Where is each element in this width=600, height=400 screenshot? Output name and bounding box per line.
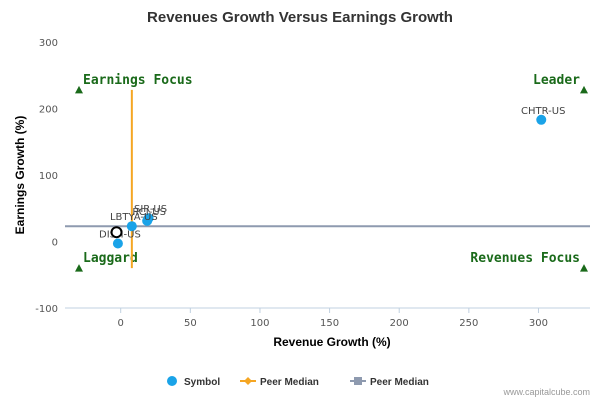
legend-label: Peer Median: [260, 377, 319, 388]
x-tick-label: 100: [250, 318, 269, 329]
data-point-label: RCI-US: [132, 207, 166, 218]
quadrant-label-laggard: Laggard: [83, 251, 138, 266]
x-tick-label: 300: [529, 318, 548, 329]
data-point: [112, 238, 123, 249]
quadrant-labels: Earnings Focus Leader Laggard Revenues Focu…: [75, 73, 588, 272]
y-tick-label: 200: [39, 105, 58, 116]
legend-label: Symbol: [184, 377, 220, 388]
peer-median-lines: [65, 89, 590, 269]
axis-ticks: 0 50 100 150 200 250 300 -100 0 100 200 300: [35, 38, 548, 329]
quadrant-label-earnings-focus: Earnings Focus: [83, 73, 193, 88]
quadrant-marker-icon: [75, 264, 83, 272]
y-tick-label: 0: [52, 238, 58, 249]
x-tick-label: 250: [459, 318, 478, 329]
x-tick-label: 150: [320, 318, 339, 329]
data-point: [126, 221, 137, 232]
quadrant-label-revenues-focus: Revenues Focus: [470, 251, 580, 266]
chart-title: Revenues Growth Versus Earnings Growth: [147, 9, 453, 26]
data-point: [536, 114, 547, 125]
data-point-label: SIR-US: [134, 204, 167, 215]
data-point-label: LBTYA-US: [110, 212, 158, 223]
data-point-label: CHTR-US: [521, 106, 565, 117]
quadrant-marker-icon: [580, 264, 588, 272]
quadrant-label-leader: Leader: [533, 73, 580, 88]
legend-symbol-icon: [167, 376, 177, 386]
data-point: [142, 215, 153, 226]
legend-diamond-icon: [244, 377, 252, 385]
y-tick-label: 300: [39, 38, 58, 49]
legend-label: Peer Median: [370, 377, 429, 388]
legend: Symbol Peer Median Peer Median: [167, 376, 429, 388]
x-tick-label: 200: [390, 318, 409, 329]
y-tick-label: -100: [35, 304, 58, 315]
y-axis-title: Earnings Growth (%): [13, 116, 27, 235]
y-tick-label: 100: [39, 171, 58, 182]
x-tick-label: 0: [118, 318, 124, 329]
credit-text: www.capitalcube.com: [502, 387, 590, 397]
x-axis-title: Revenue Growth (%): [273, 335, 390, 349]
quadrant-marker-icon: [580, 85, 588, 94]
quadrant-marker-icon: [75, 85, 83, 94]
highlighted-point: [110, 226, 123, 239]
legend-square-icon: [354, 377, 362, 385]
x-tick-label: 50: [184, 318, 197, 329]
